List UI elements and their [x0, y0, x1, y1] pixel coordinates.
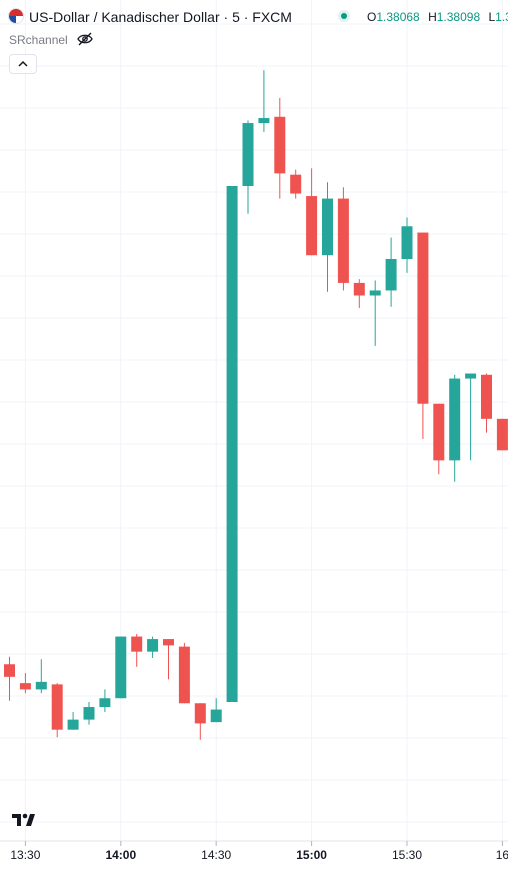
candle	[19, 673, 31, 694]
time-tick-label: 14:00	[105, 848, 136, 862]
candle-body	[496, 418, 508, 451]
ohlc-open-value: 1.38068	[376, 10, 420, 24]
candle-body	[337, 198, 349, 283]
candle	[449, 374, 461, 482]
candle-body	[194, 703, 206, 724]
candle	[417, 232, 429, 439]
candle-body	[322, 198, 333, 256]
candle-body	[163, 639, 174, 646]
candle	[67, 712, 79, 730]
candle	[433, 403, 445, 475]
ohlc-high-label: H	[428, 10, 437, 24]
time-tick-label: 13:30	[10, 848, 40, 862]
candle	[353, 279, 365, 309]
usd-cad-flag-icon	[9, 9, 23, 23]
collapse-legend-button[interactable]	[9, 54, 37, 74]
candle-body	[481, 374, 492, 419]
candle	[163, 639, 174, 680]
candle	[274, 97, 286, 199]
candle-body	[290, 174, 302, 194]
tradingview-logo-icon[interactable]	[11, 812, 43, 828]
candle-body	[210, 709, 222, 723]
candle-body	[274, 116, 286, 174]
candles	[4, 70, 508, 740]
candle-body	[4, 664, 15, 677]
candle	[194, 703, 206, 740]
candle-body	[178, 646, 190, 704]
candle-body	[67, 719, 79, 730]
candle-body	[19, 683, 31, 690]
time-tick-label: 15:00	[296, 848, 327, 862]
candle-body	[449, 378, 461, 461]
candle	[290, 169, 302, 199]
candle	[4, 656, 15, 701]
candle-body	[51, 684, 63, 730]
time-tick-label: 16	[496, 848, 508, 862]
candle	[131, 634, 143, 667]
candle	[226, 186, 238, 702]
candle-body	[433, 403, 445, 461]
candle-body	[306, 196, 318, 256]
ohlc-high-value: 1.38098	[436, 10, 481, 24]
candle	[51, 683, 63, 738]
candle	[210, 698, 222, 723]
chevron-up-icon	[18, 60, 28, 67]
candle-body	[131, 636, 143, 652]
candle-body	[115, 636, 127, 699]
candle	[306, 168, 318, 256]
candle-body	[242, 123, 254, 186]
market-open-status-icon[interactable]	[338, 10, 350, 22]
candle	[115, 636, 127, 699]
ohlc-low-value: 1.3	[495, 10, 508, 24]
candle	[258, 70, 270, 132]
chart-legend: US-Dollar / Kanadischer Dollar · 5 · FXC…	[0, 0, 508, 34]
grid	[0, 0, 508, 841]
candle-body	[258, 118, 270, 124]
candle	[147, 636, 159, 658]
candle-body	[369, 290, 381, 296]
candle-body	[417, 232, 429, 404]
candle	[369, 280, 381, 346]
candle-body	[99, 698, 111, 708]
candle-body	[353, 282, 365, 296]
candle	[322, 182, 333, 292]
time-tick-label: 15:30	[392, 848, 422, 862]
indicator-name[interactable]: SRchannel	[9, 33, 68, 47]
candle	[337, 187, 349, 291]
candle	[178, 642, 190, 704]
candle-body	[465, 373, 477, 379]
candle	[242, 120, 254, 214]
ohlc-low-label: L	[488, 10, 496, 24]
candle-body	[147, 639, 159, 652]
time-tick-label: 14:30	[201, 848, 231, 862]
candle	[83, 702, 95, 725]
candle	[465, 373, 477, 461]
candle	[401, 217, 413, 273]
candle	[99, 689, 111, 713]
candle-body	[401, 226, 413, 259]
ohlc-open-label: O	[367, 10, 377, 24]
time-axis: 13:30 14:00 14:30 15:00 15:30 16	[0, 840, 508, 862]
candle	[496, 418, 508, 451]
candle	[385, 237, 397, 307]
candle	[35, 659, 47, 694]
symbol-title[interactable]: US-Dollar / Kanadischer Dollar · 5 · FXC…	[29, 9, 292, 25]
candle-body	[35, 681, 47, 690]
hide-indicator-icon[interactable]	[77, 32, 93, 46]
ohlc-values: O1.38068 H1.38098 L1.3	[367, 10, 508, 24]
candle	[481, 373, 492, 433]
candle-body	[385, 258, 397, 291]
candle-body	[83, 707, 95, 720]
candle-body	[226, 186, 238, 702]
